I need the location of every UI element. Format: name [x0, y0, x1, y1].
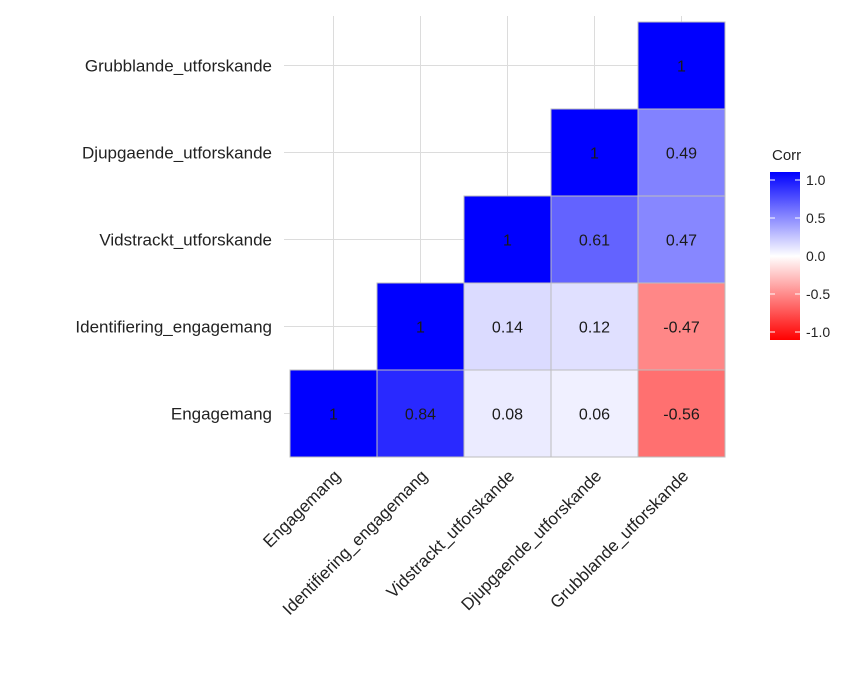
legend-tick-label: 0.5	[806, 210, 826, 226]
heatmap-cell	[637, 195, 726, 284]
x-axis: EngagemangIdentifiering_engagemangVidstr…	[259, 466, 692, 618]
heatmap-cell	[637, 369, 726, 458]
heatmap-cell	[550, 108, 639, 197]
legend-tick-label: 0.0	[806, 248, 826, 264]
heatmap-cell	[463, 369, 552, 458]
legend-tick-label: -0.5	[806, 286, 830, 302]
heatmap-cell	[376, 282, 465, 371]
heatmap-cell	[550, 195, 639, 284]
y-tick-label: Engagemang	[171, 405, 272, 424]
x-tick-label: Djupgaende_utforskande	[458, 466, 606, 614]
heatmap-cell	[463, 282, 552, 371]
cell-labels: 1 0.84 0.08 0.06 -0.56 1 0.14 0.12 -0.47 1 0.61 0.4…	[329, 59, 700, 424]
cell-value-label: 1	[416, 320, 425, 337]
x-tick-label: Engagemang	[259, 466, 344, 551]
heatmap-cell	[463, 195, 552, 284]
cell-value-label: 0.06	[579, 407, 610, 424]
cell-value-label: 0.47	[666, 233, 697, 250]
cell-value-label: 0.14	[492, 320, 523, 337]
legend-title: Corr	[772, 147, 801, 164]
cell-value-label: 0.49	[666, 146, 697, 163]
cell-value-label: 0.08	[492, 407, 523, 424]
y-tick-label: Vidstrackt_utforskande	[99, 231, 272, 250]
y-tick-label: Djupgaende_utforskande	[82, 144, 272, 163]
cell-value-label: 1	[590, 146, 599, 163]
cell-value-label: 1	[503, 233, 512, 250]
legend-tick-label: 1.0	[806, 172, 826, 188]
cell-value-label: 0.61	[579, 233, 610, 250]
color-legend: Corr 1.0 0.5 0.0 -0.5 -1.0	[770, 147, 830, 340]
heatmap-cell	[550, 369, 639, 458]
x-tick-label: Identifiering_engagemang	[279, 466, 431, 618]
cell-value-label: 1	[677, 59, 686, 76]
heatmap-cell	[637, 282, 726, 371]
y-tick-label: Grubblande_utforskande	[85, 57, 272, 76]
x-tick-label: Grubblande_utforskande	[547, 466, 693, 612]
heatmap-cell	[376, 369, 465, 458]
y-tick-label: Identifiering_engagemang	[75, 318, 272, 337]
cell-value-label: -0.47	[663, 320, 700, 337]
heatmap-cells	[289, 21, 726, 458]
heatmap-cell	[550, 282, 639, 371]
heatmap-cell	[637, 21, 726, 110]
cell-value-label: -0.56	[663, 407, 700, 424]
cell-value-label: 1	[329, 407, 338, 424]
legend-tick-label: -1.0	[806, 324, 830, 340]
y-axis: Engagemang Identifiering_engagemang Vidstr…	[75, 57, 272, 424]
cell-value-label: 0.84	[405, 407, 436, 424]
cell-value-label: 0.12	[579, 320, 610, 337]
